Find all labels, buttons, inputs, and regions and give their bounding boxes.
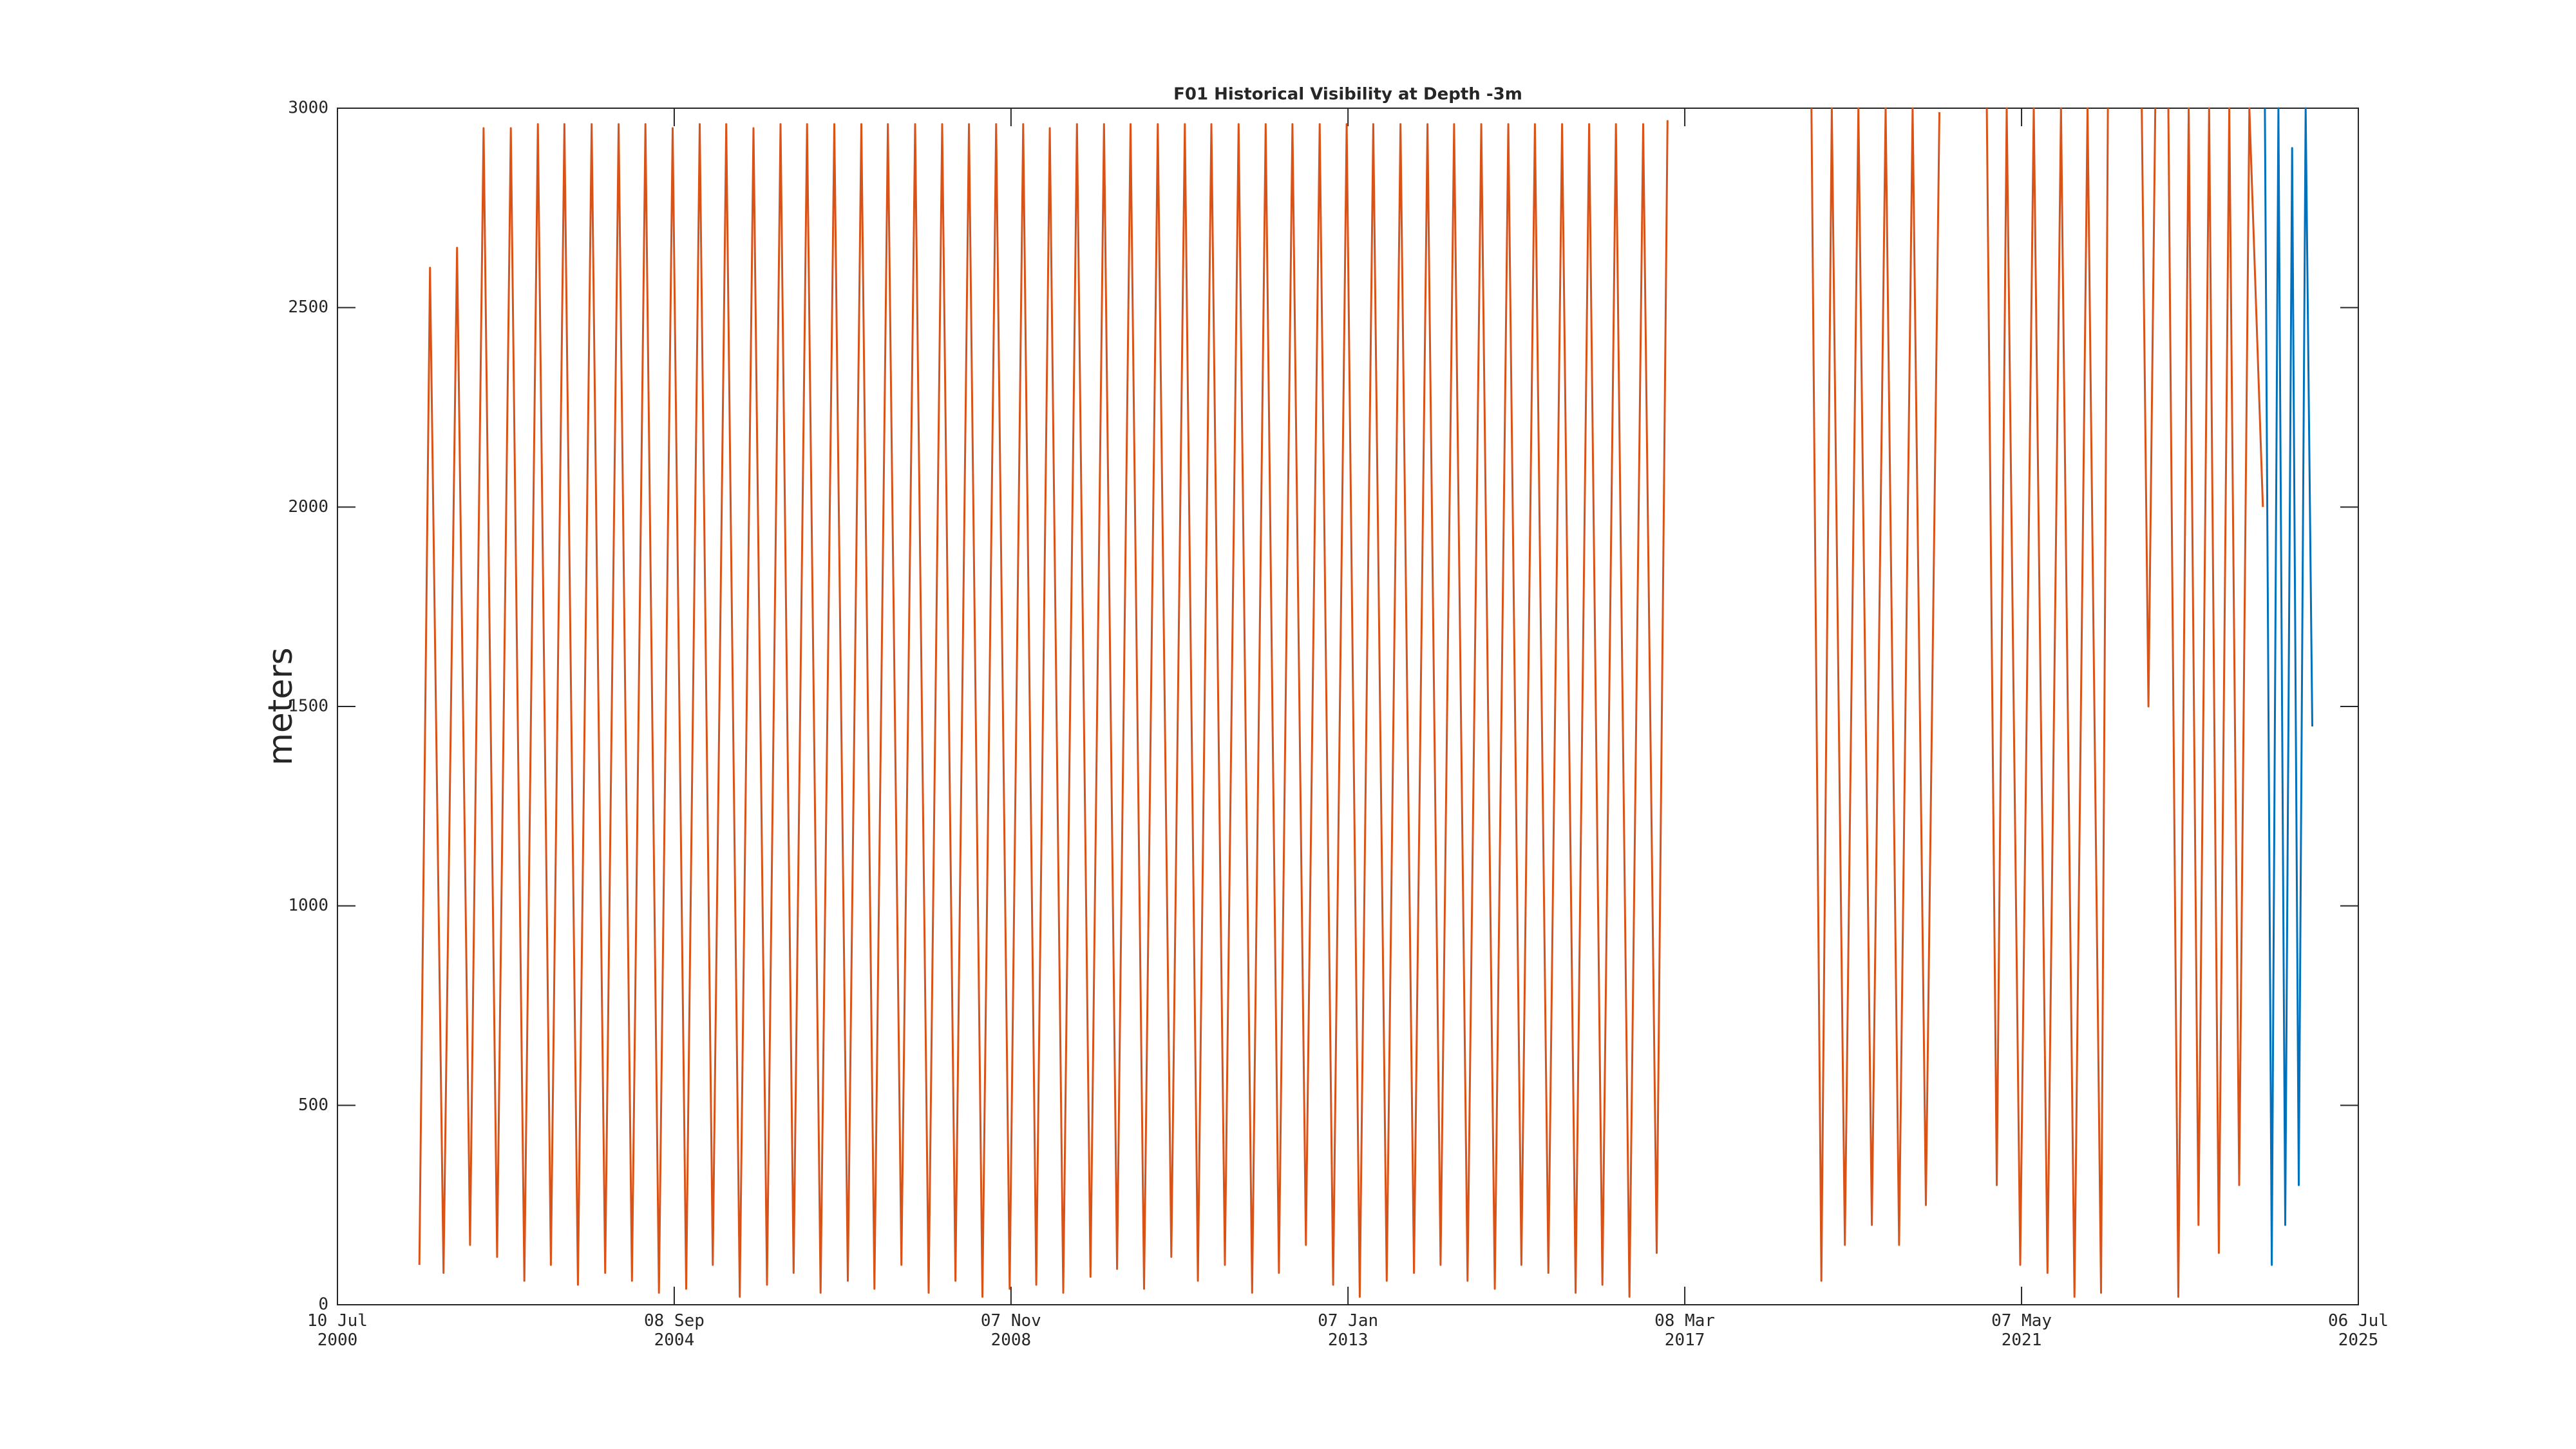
y-tick-label: 1500	[288, 697, 328, 716]
y-tick-label: 500	[298, 1095, 328, 1115]
y-axis-label: meters	[261, 647, 300, 766]
chart-title: F01 Historical Visibility at Depth -3m	[1173, 85, 1522, 104]
x-tick-label: 07 May 2021	[1991, 1311, 2052, 1350]
y-tick-label: 3000	[288, 99, 328, 118]
x-tick-label: 07 Jan 2013	[1318, 1311, 1379, 1350]
data-line	[418, 107, 2264, 1298]
x-tick-label: 07 Nov 2008	[980, 1311, 1041, 1350]
y-tick-label: 1000	[288, 896, 328, 915]
y-tick-label: 2500	[288, 298, 328, 317]
y-tick-label: 2000	[288, 497, 328, 516]
data-line	[2264, 107, 2313, 1266]
x-tick-label: 10 Jul 2000	[307, 1311, 368, 1350]
x-tick-label: 06 Jul 2025	[2328, 1311, 2389, 1350]
y-tick-label: 0	[318, 1295, 328, 1314]
x-tick-label: 08 Sep 2004	[643, 1311, 705, 1350]
x-tick-label: 08 Mar 2017	[1654, 1311, 1716, 1350]
